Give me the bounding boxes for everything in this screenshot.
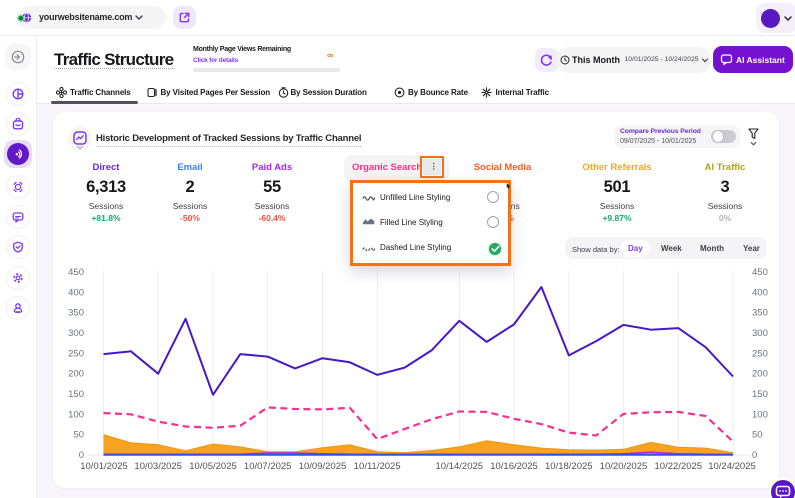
svg-text:10/14/2025: 10/14/2025: [436, 461, 484, 472]
svg-text:10/24/2025: 10/24/2025: [708, 461, 756, 472]
svg-text:10/09/2025: 10/09/2025: [299, 461, 347, 472]
svg-text:10/05/2025: 10/05/2025: [189, 461, 237, 472]
svg-text:10/07/2025: 10/07/2025: [244, 461, 292, 472]
svg-text:100: 100: [68, 409, 84, 420]
svg-text:10/03/2025: 10/03/2025: [134, 461, 182, 472]
svg-text:10/11/2025: 10/11/2025: [354, 461, 401, 472]
svg-text:300: 300: [68, 328, 84, 339]
svg-text:300: 300: [752, 328, 768, 339]
svg-text:10/01/2025: 10/01/2025: [80, 461, 128, 472]
svg-text:450: 450: [68, 267, 84, 278]
svg-text:250: 250: [752, 348, 768, 359]
svg-text:350: 350: [68, 308, 84, 319]
svg-text:200: 200: [68, 369, 84, 380]
svg-text:10/22/2025: 10/22/2025: [655, 461, 703, 472]
svg-text:100: 100: [752, 409, 768, 420]
svg-text:150: 150: [752, 389, 768, 400]
svg-text:50: 50: [752, 430, 763, 441]
svg-text:10/16/2025: 10/16/2025: [490, 461, 538, 472]
svg-text:0: 0: [752, 450, 757, 461]
svg-text:200: 200: [752, 369, 768, 380]
svg-text:10/18/2025: 10/18/2025: [545, 461, 593, 472]
svg-text:350: 350: [752, 308, 768, 319]
svg-text:250: 250: [68, 348, 84, 359]
svg-text:0: 0: [79, 450, 84, 461]
svg-text:400: 400: [68, 287, 84, 298]
svg-text:150: 150: [68, 389, 84, 400]
svg-text:450: 450: [752, 267, 768, 278]
svg-text:50: 50: [73, 430, 84, 441]
svg-text:400: 400: [752, 287, 768, 298]
svg-text:10/20/2025: 10/20/2025: [600, 461, 648, 472]
